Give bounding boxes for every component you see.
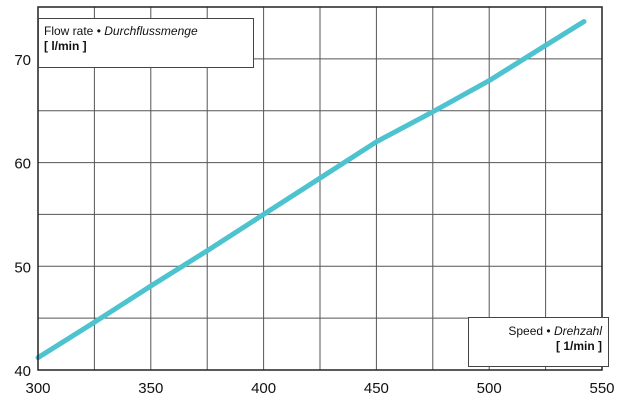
x-tick-label: 450 bbox=[364, 380, 389, 397]
y-axis-label-en: Flow rate bbox=[44, 24, 94, 38]
plot-frame bbox=[37, 6, 603, 371]
x-tick-label: 400 bbox=[251, 380, 276, 397]
y-tick-label: 70 bbox=[14, 52, 31, 69]
x-tick-label: 500 bbox=[477, 380, 502, 397]
x-tick-label: 550 bbox=[589, 380, 614, 397]
series-layer bbox=[35, 19, 587, 361]
x-axis-label-box: Speed • Drehzahl [ 1/min ] bbox=[468, 317, 609, 367]
y-tick-label: 60 bbox=[14, 156, 31, 173]
x-axis-label-en: Speed bbox=[508, 324, 544, 338]
x-tick-label: 350 bbox=[138, 380, 163, 397]
y-axis-label-bullet: • bbox=[96, 24, 101, 38]
flow-rate-line bbox=[35, 19, 587, 361]
y-axis-label-box: Flow rate • Durchflussmenge [ l/min ] bbox=[38, 18, 254, 68]
tick-labels: 300 350 400 450 500 550 40 50 60 70 bbox=[14, 52, 614, 397]
y-axis-label-de: Durchflussmenge bbox=[104, 24, 198, 38]
y-tick-label: 40 bbox=[14, 363, 31, 380]
x-axis-label-bullet: • bbox=[546, 324, 551, 338]
y-tick-label: 50 bbox=[14, 259, 31, 276]
x-axis-label-de: Drehzahl bbox=[553, 324, 602, 338]
y-axis-unit: [ l/min ] bbox=[44, 39, 87, 53]
x-axis-unit: [ 1/min ] bbox=[555, 339, 602, 353]
x-tick-label: 300 bbox=[25, 380, 50, 397]
